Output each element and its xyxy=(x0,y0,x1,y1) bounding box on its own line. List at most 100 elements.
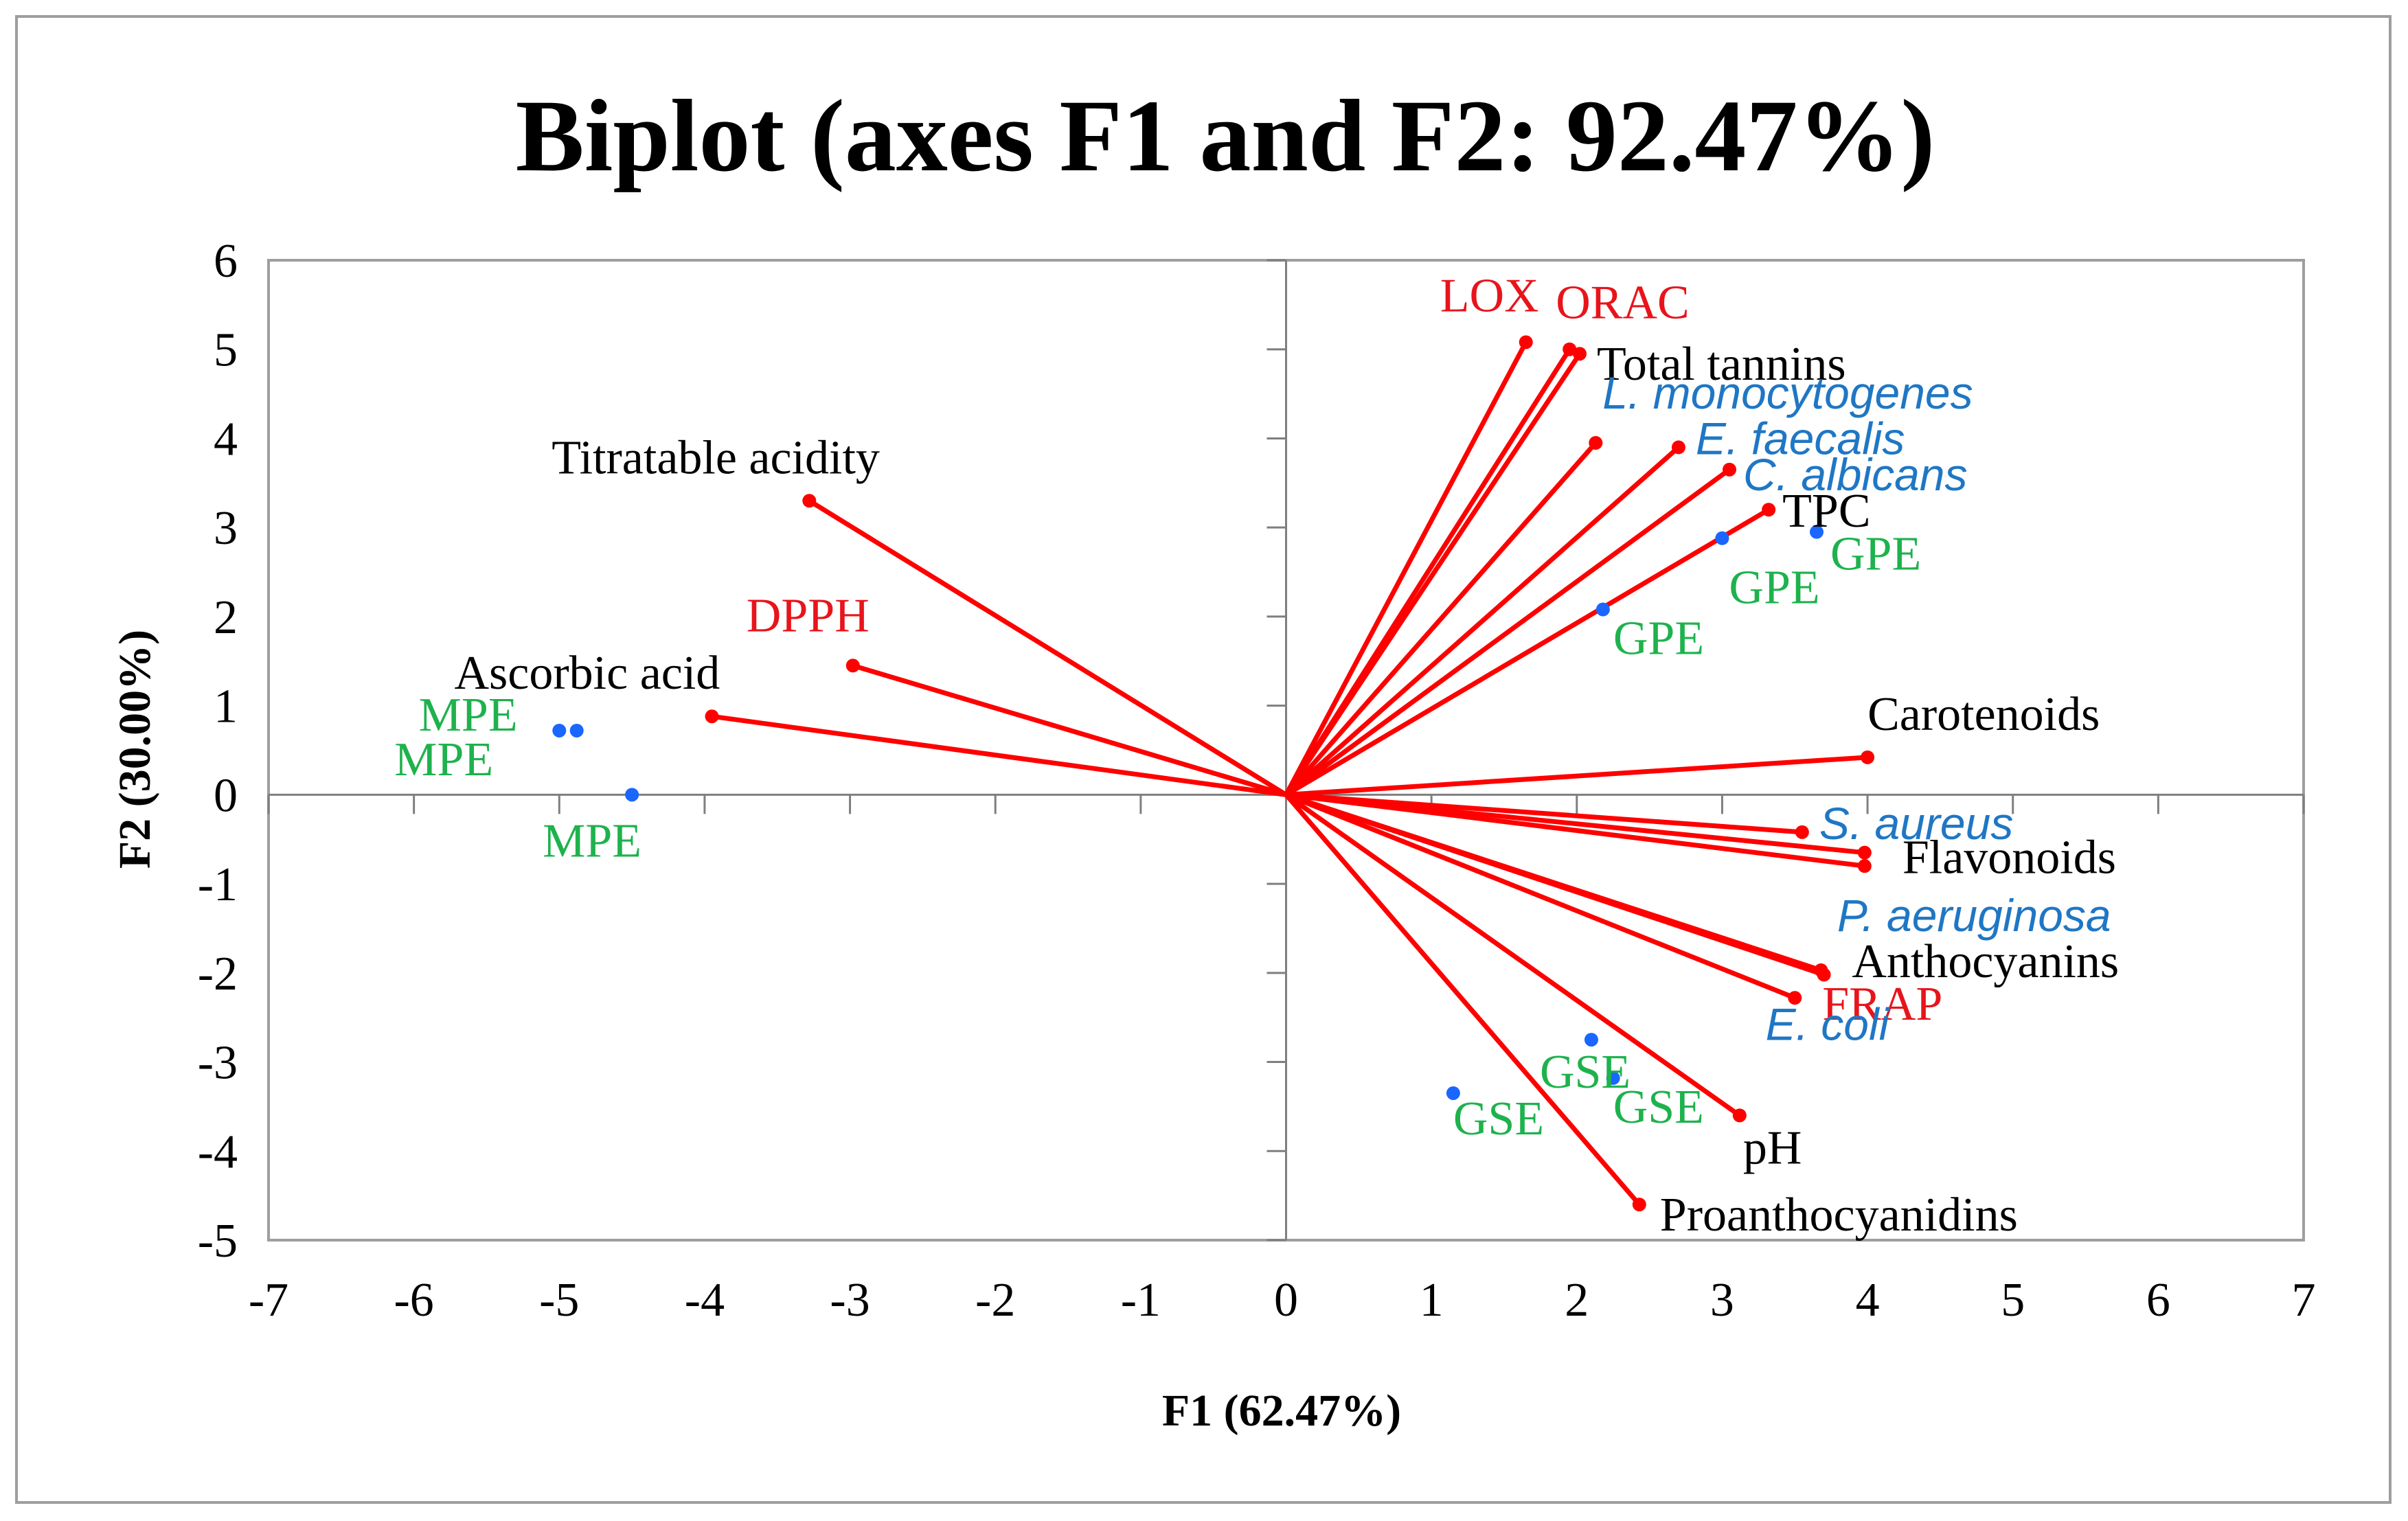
variable-vector-line xyxy=(1284,792,1867,869)
observation-label: GPE xyxy=(1613,613,1704,665)
variable-label: C. albicans xyxy=(1743,449,1968,500)
observation-point xyxy=(1809,525,1824,539)
observation-label: GSE xyxy=(1540,1046,1631,1099)
variable-vector-point xyxy=(1857,859,1872,873)
y-tick-label: 2 xyxy=(214,591,238,644)
variable-vector-point xyxy=(1671,440,1685,455)
variable-vector-point xyxy=(1732,1108,1747,1123)
x-tick-label: 2 xyxy=(1565,1274,1589,1327)
x-tick-label: -3 xyxy=(830,1274,870,1327)
x-tick-label: 4 xyxy=(1856,1274,1880,1327)
variable-label: Anthocyanins xyxy=(1852,935,2119,988)
biplot-chart: Biplot (axes F1 and F2: 92.47%) -7 -6 -5 -4… xyxy=(110,79,2316,1436)
y-tick-label: 5 xyxy=(214,324,238,377)
observation-label: GSE xyxy=(1453,1093,1544,1145)
x-tick-label: 7 xyxy=(2292,1274,2316,1327)
observation-point xyxy=(1595,602,1610,617)
variable-label: Carotenoids xyxy=(1867,688,2100,741)
observation-point xyxy=(1446,1086,1460,1100)
variable-vector-line xyxy=(1284,440,1598,797)
variable-label: FRAP xyxy=(1822,978,1942,1031)
variable-label: E. coli xyxy=(1766,998,1891,1049)
observation-label: MPE xyxy=(394,733,493,786)
variable-vector-line xyxy=(850,663,1288,797)
variable-vector-line xyxy=(1284,792,1742,1118)
x-tick-label: 0 xyxy=(1274,1274,1298,1327)
variable-label: LOX xyxy=(1440,269,1539,322)
variable-label: Total tannins xyxy=(1597,338,1846,391)
variable-label: Proanthocyanidins xyxy=(1660,1189,2018,1242)
y-tick-label: 3 xyxy=(214,502,238,555)
y-tick-label: -2 xyxy=(198,948,238,1000)
variable-vectors xyxy=(705,335,1875,1212)
variable-vector-line xyxy=(1284,792,1827,977)
variable-vector-line xyxy=(1284,444,1681,797)
x-tick-label: 1 xyxy=(1420,1274,1444,1327)
x-tick-label: -7 xyxy=(249,1274,288,1327)
variable-vector-point xyxy=(1632,1198,1646,1212)
variable-vector-line xyxy=(1284,792,1797,1000)
observation-label: MPE xyxy=(543,814,641,867)
variable-vector-line xyxy=(1284,755,1870,797)
variable-label: P. aeruginosa xyxy=(1837,890,2111,941)
variable-label: DPPH xyxy=(747,589,870,642)
variable-label: Flavonoids xyxy=(1902,832,2116,884)
x-tick-label: -5 xyxy=(539,1274,579,1327)
x-tick-label: 6 xyxy=(2146,1274,2170,1327)
variable-vector-line xyxy=(806,498,1288,797)
observation-point xyxy=(552,723,567,737)
x-tick-label: 3 xyxy=(1710,1274,1734,1327)
variable-label: TPC xyxy=(1782,485,1870,538)
variable-label: Ascorbic acid xyxy=(455,647,720,700)
variable-vector-point xyxy=(802,494,817,508)
x-tick-label: -6 xyxy=(394,1274,433,1327)
variable-vector-point xyxy=(1788,991,1802,1005)
variable-vector-point xyxy=(1723,462,1737,477)
y-tick-label: 6 xyxy=(214,235,238,288)
variable-vector-line xyxy=(1284,467,1732,797)
x-tick-label: 5 xyxy=(2001,1274,2025,1327)
variable-label: pH xyxy=(1743,1121,1802,1174)
variable-vector-point xyxy=(1762,503,1776,517)
variable-label: Titratable acidity xyxy=(552,431,880,484)
observation-label: GSE xyxy=(1613,1081,1704,1134)
x-tick-label: -1 xyxy=(1121,1274,1161,1327)
variable-vector-point xyxy=(1573,347,1587,361)
observation-label: MPE xyxy=(419,689,518,742)
y-axis-title: F2 (30.00%) xyxy=(110,630,160,869)
y-tick-label: -1 xyxy=(198,858,238,911)
x-tick-label: -4 xyxy=(685,1274,725,1327)
y-tick-label: 1 xyxy=(214,681,238,733)
variable-vector-line xyxy=(1284,507,1771,797)
observation-point xyxy=(625,788,639,802)
variable-label: L. monocytogenes xyxy=(1602,367,1973,418)
variable-label: S. aureus xyxy=(1819,798,2014,849)
variable-label: ORAC xyxy=(1556,277,1689,330)
chart-frame: Biplot (axes F1 and F2: 92.47%) -7 -6 -5 -4… xyxy=(15,15,2392,1504)
observation-point xyxy=(569,723,584,737)
variable-vector-point xyxy=(1817,968,1831,982)
observation-point xyxy=(1584,1033,1598,1047)
variable-vector-line xyxy=(1284,792,1642,1207)
variable-vector-line xyxy=(1284,351,1582,797)
chart-title: Biplot (axes F1 and F2: 92.47%) xyxy=(516,79,1935,193)
observation-label: GPE xyxy=(1830,528,1921,581)
x-tick-label: -2 xyxy=(975,1274,1015,1327)
x-axis-title: F1 (62.47%) xyxy=(1162,1386,1401,1436)
y-tick-label: -5 xyxy=(198,1215,238,1268)
axes-layer: -7 -6 -5 -4 -3 -2 -1 0 1 2 3 4 5 6 7 -5 -4 -3 -2 -1 0 1 2 3 4 5 6 xyxy=(198,235,2316,1327)
observation-point xyxy=(1715,531,1729,545)
variable-vector-point xyxy=(1861,750,1875,764)
y-tick-label: 0 xyxy=(214,769,238,822)
variable-label: E. faecalis xyxy=(1696,413,1905,464)
observation-point xyxy=(1606,1071,1620,1085)
y-tick-label: 4 xyxy=(214,413,238,466)
y-tick-label: -3 xyxy=(198,1037,238,1090)
variable-vector-point xyxy=(705,709,719,724)
variable-vector-point xyxy=(1519,335,1533,350)
y-tick-label: -4 xyxy=(198,1125,238,1178)
variable-vector-point xyxy=(1589,435,1603,450)
observation-label: GPE xyxy=(1729,562,1819,615)
variable-vector-line xyxy=(1284,339,1529,797)
